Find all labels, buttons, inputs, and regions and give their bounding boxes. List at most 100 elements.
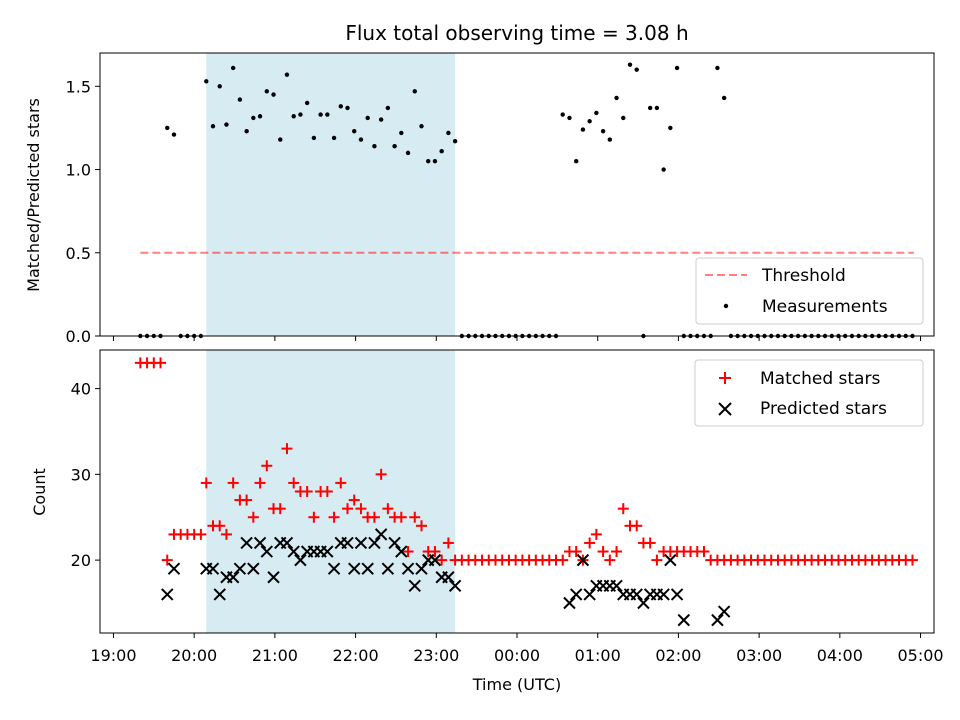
- predicted-star-point: [563, 596, 576, 610]
- x-tick-label: 03:00: [736, 646, 782, 665]
- measurement-point: [426, 159, 431, 164]
- predicted-star-point: [368, 536, 381, 550]
- legend-matched-swatch: [719, 372, 731, 384]
- predicted-star-point: [610, 579, 623, 593]
- top-y-axis: 0.0 0.5 1.0 1.5: [66, 77, 100, 346]
- matched-star-point: [220, 528, 232, 540]
- matched-star-point: [631, 520, 643, 532]
- measurement-point: [392, 144, 397, 149]
- legend-predicted-label: Predicted stars: [760, 399, 887, 419]
- predicted-star-point: [408, 579, 421, 593]
- matched-star-point: [906, 554, 918, 566]
- matched-star-point: [227, 477, 239, 489]
- matched-star-point: [161, 554, 173, 566]
- x-tick-label: 01:00: [575, 646, 621, 665]
- y-tick-label: 20: [71, 551, 91, 570]
- matched-star-point: [382, 503, 394, 515]
- matched-star-point: [651, 554, 663, 566]
- predicted-star-point: [321, 545, 334, 558]
- matched-star-point: [570, 546, 582, 558]
- legend-measurements-label: Measurements: [762, 297, 888, 317]
- predicted-star-point: [395, 545, 408, 558]
- legend-measurements-swatch: [723, 303, 729, 309]
- matched-star-point: [617, 503, 629, 515]
- bottom-x-axis: 19:00 20:00 21:00 22:00 23:00 00:00 01:00 02:00…: [90, 633, 944, 665]
- matched-star-point: [395, 511, 407, 523]
- matched-star-point: [698, 546, 710, 558]
- measurement-point: [325, 112, 330, 117]
- measurement-point: [634, 67, 639, 72]
- y-tick-label: 1.5: [66, 77, 91, 96]
- measurement-point: [419, 124, 424, 129]
- measurement-point: [372, 144, 377, 149]
- predicted-star-point: [637, 596, 650, 610]
- predicted-star-point: [381, 562, 395, 575]
- matched-star-point: [402, 546, 414, 558]
- measurement-point: [432, 159, 438, 164]
- matched-star-point: [415, 520, 427, 532]
- matched-star-point: [342, 503, 354, 515]
- predicted-star-point: [348, 562, 361, 575]
- top-x-axis: [112, 336, 922, 341]
- x-tick-label: 05:00: [897, 646, 943, 665]
- bottom-legend: Matched stars Predicted stars: [694, 359, 924, 427]
- matched-star-point: [288, 477, 300, 489]
- measurement-point: [271, 92, 276, 97]
- x-tick-label: 21:00: [252, 646, 298, 665]
- matched-star-point: [261, 460, 273, 472]
- predicted-star-point: [677, 613, 691, 627]
- predicted-star-point: [260, 545, 274, 558]
- y-tick-label: 1.0: [66, 161, 91, 180]
- predicted-star-point: [576, 553, 590, 567]
- top-panel: 0.0 0.5 1.0 1.5 Matched/Predicted stars Thr…: [24, 52, 935, 346]
- top-y-axis-label: Matched/Predicted stars: [24, 98, 43, 292]
- predicted-star-point: [415, 562, 428, 575]
- measurement-point: [399, 130, 404, 136]
- measurement-point: [412, 89, 417, 94]
- measurement-point: [345, 105, 350, 111]
- measurement-point: [668, 125, 673, 131]
- measurement-point: [647, 105, 653, 111]
- matched-star-point: [155, 357, 167, 369]
- matched-star-point: [590, 528, 602, 540]
- x-tick-label: 20:00: [171, 646, 217, 665]
- measurement-point: [298, 112, 303, 117]
- measurement-point: [560, 112, 565, 117]
- matched-star-point: [429, 546, 441, 558]
- predicted-star-point: [388, 536, 401, 550]
- measurement-point: [627, 62, 633, 67]
- measurement-point: [715, 65, 720, 71]
- predicted-star-point: [287, 545, 300, 558]
- top-data-layer: [138, 62, 915, 339]
- measurement-point: [614, 95, 619, 101]
- predicted-star-point: [341, 536, 354, 550]
- predicted-star-point: [664, 553, 677, 567]
- predicted-star-point: [361, 562, 374, 575]
- matched-star-point: [644, 537, 656, 549]
- measurement-point: [224, 122, 229, 127]
- predicted-star-point: [670, 588, 684, 601]
- measurement-point: [365, 115, 370, 121]
- bottom-legend-box: [694, 359, 924, 427]
- measurement-point: [318, 112, 323, 117]
- measurement-point: [165, 125, 170, 131]
- matched-star-point: [274, 503, 286, 515]
- matched-star-point: [328, 511, 340, 523]
- matched-star-point: [611, 546, 623, 558]
- y-tick-label: 30: [71, 465, 91, 484]
- matched-star-point: [195, 528, 207, 540]
- predicted-star-point: [167, 562, 181, 575]
- predicted-star-point: [213, 588, 226, 601]
- predicted-star-point: [240, 536, 253, 550]
- predicted-star-point: [717, 605, 731, 618]
- measurement-point: [446, 130, 451, 136]
- predicted-star-point: [294, 553, 307, 567]
- measurement-point: [587, 119, 592, 124]
- measurement-point: [230, 65, 236, 71]
- measurement-point: [210, 124, 216, 129]
- predicted-star-point: [583, 588, 596, 601]
- chart-title: Flux total observing time = 3.08 h: [345, 21, 688, 45]
- measurement-point: [452, 139, 458, 144]
- measurement-point: [237, 97, 243, 102]
- predicted-star-point: [442, 571, 455, 584]
